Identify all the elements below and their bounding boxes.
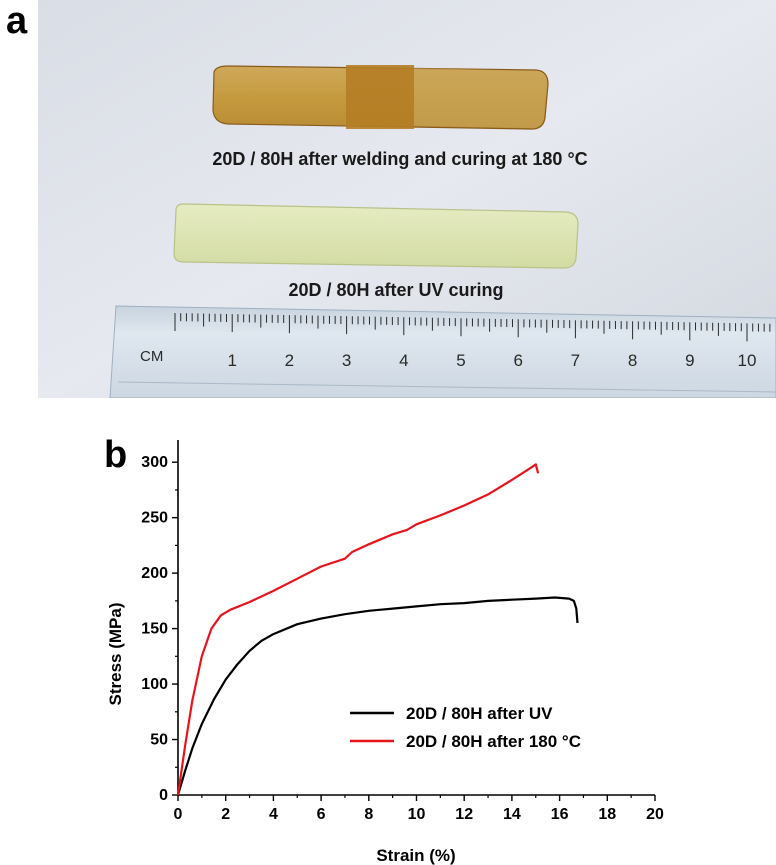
welded-strip [212,65,549,130]
ruler-number: 4 [399,351,408,370]
weld-zone [346,65,414,129]
y-tick-label: 150 [141,621,168,638]
y-axis-label: Stress (MPa) [106,603,125,706]
x-tick-label: 16 [551,806,569,823]
ruler-number: 9 [685,351,694,370]
x-tick-label: 2 [221,806,230,823]
x-tick-label: 12 [455,806,473,823]
y-tick-label: 250 [141,510,168,527]
ruler-number: 1 [227,351,236,370]
x-tick-label: 6 [317,806,326,823]
ruler-number: 8 [628,351,637,370]
ruler-unit: CM [140,348,163,365]
panel-label-a: a [6,0,28,42]
uv-strip [173,203,579,269]
x-tick-label: 18 [598,806,616,823]
caption-uv: 20D / 80H after UV curing [288,280,503,300]
ruler-number: 7 [571,351,580,370]
ruler-number: 6 [513,351,522,370]
x-tick-label: 14 [503,806,521,823]
x-tick-label: 10 [408,806,426,823]
x-tick-label: 20 [646,806,664,823]
ruler-number: 5 [456,351,465,370]
ruler: CM 1234567891011 [109,305,776,398]
specimen-photo: 20D / 80H after welding and curing at 18… [38,0,776,398]
y-tick-label: 0 [159,787,168,804]
legend-label: 20D / 80H after UV [406,704,553,723]
legend-label: 20D / 80H after 180 °C [406,732,581,751]
series-line-180c [176,463,540,796]
y-tick-label: 100 [141,676,168,693]
x-tick-label: 8 [364,806,373,823]
x-tick-label: 4 [269,806,278,823]
x-axis-label: Strain (%) [376,846,455,865]
ruler-number: 10 [738,351,757,370]
y-tick-label: 300 [141,454,168,471]
x-tick-label: 0 [174,806,183,823]
y-tick-label: 200 [141,565,168,582]
series-line-uv [176,596,579,796]
ruler-number: 3 [342,351,351,370]
caption-welded: 20D / 80H after welding and curing at 18… [212,149,587,169]
y-tick-label: 50 [150,732,168,749]
panel-label-b: b [104,434,128,476]
ruler-number: 2 [285,351,294,370]
